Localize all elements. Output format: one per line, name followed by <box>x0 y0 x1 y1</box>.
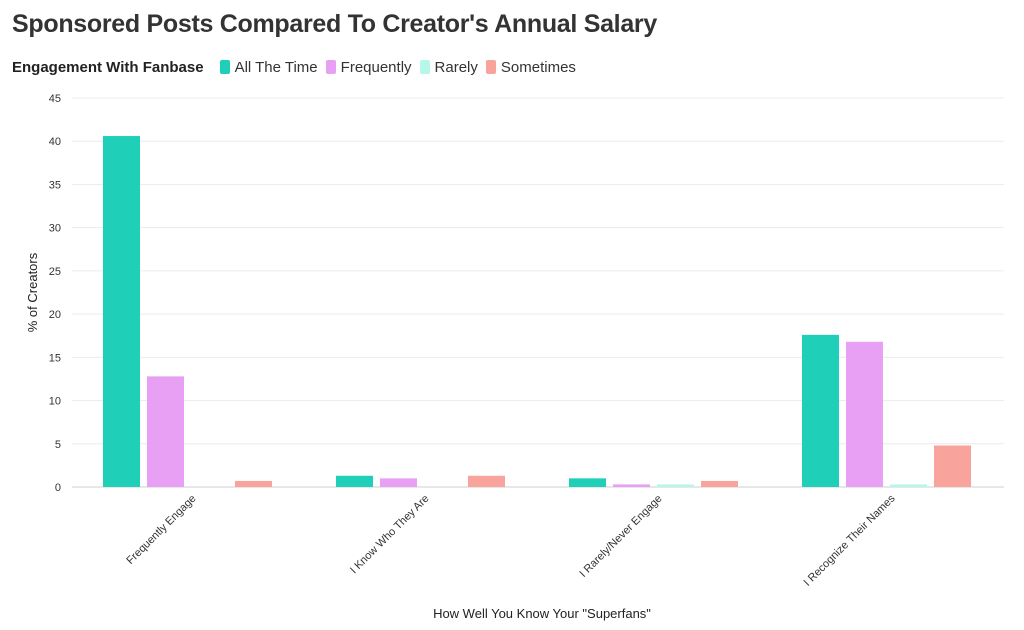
bar <box>846 341 883 487</box>
y-tick-label: 35 <box>49 179 61 191</box>
x-axis-title: How Well You Know Your "Superfans" <box>433 606 651 621</box>
x-tick-label: I Rarely/Never Engage <box>577 493 664 580</box>
y-tick-label: 0 <box>55 482 61 494</box>
bar <box>613 484 650 487</box>
legend-label: Rarely <box>434 58 478 76</box>
y-tick-label: 30 <box>49 223 61 235</box>
legend-label: Sometimes <box>500 58 576 76</box>
bar <box>569 478 606 487</box>
bar <box>235 480 272 487</box>
y-tick-label: 45 <box>49 93 61 105</box>
legend-item-sometimes[interactable]: Sometimes <box>485 58 576 76</box>
chart-title: Sponsored Posts Compared To Creator's An… <box>12 10 657 38</box>
bar <box>701 480 738 487</box>
legend-item-all-the-time[interactable]: All The Time <box>219 58 318 76</box>
y-tick-label: 40 <box>49 136 61 148</box>
x-tick-label: Frequently Engage <box>124 493 198 567</box>
y-tick-label: 20 <box>49 309 61 321</box>
y-tick-label: 25 <box>49 266 61 278</box>
legend-label: All The Time <box>234 58 318 76</box>
legend: Engagement With Fanbase All The Time Fre… <box>12 56 584 78</box>
legend-swatch-icon <box>419 60 430 74</box>
bar <box>934 445 971 487</box>
bar <box>890 484 927 487</box>
legend-swatch-icon <box>325 60 336 74</box>
legend-item-frequently[interactable]: Frequently <box>325 58 412 76</box>
y-axis-title: % of Creators <box>25 252 40 332</box>
bar <box>336 475 373 487</box>
x-tick-label: I Know Who They Are <box>348 493 432 577</box>
legend-item-rarely[interactable]: Rarely <box>419 58 478 76</box>
bar <box>657 484 694 487</box>
bar <box>103 136 140 487</box>
y-tick-label: 15 <box>49 352 61 364</box>
legend-title: Engagement With Fanbase <box>12 58 204 76</box>
y-tick-label: 10 <box>49 396 61 408</box>
legend-label: Frequently <box>340 58 412 76</box>
bar <box>468 475 505 487</box>
bar <box>380 478 417 487</box>
legend-swatch-icon <box>219 60 230 74</box>
bar <box>147 376 184 487</box>
x-tick-label: I Recognize Their Names <box>802 492 898 588</box>
y-tick-label: 5 <box>55 439 61 451</box>
bar <box>802 334 839 487</box>
legend-swatch-icon <box>485 60 496 74</box>
